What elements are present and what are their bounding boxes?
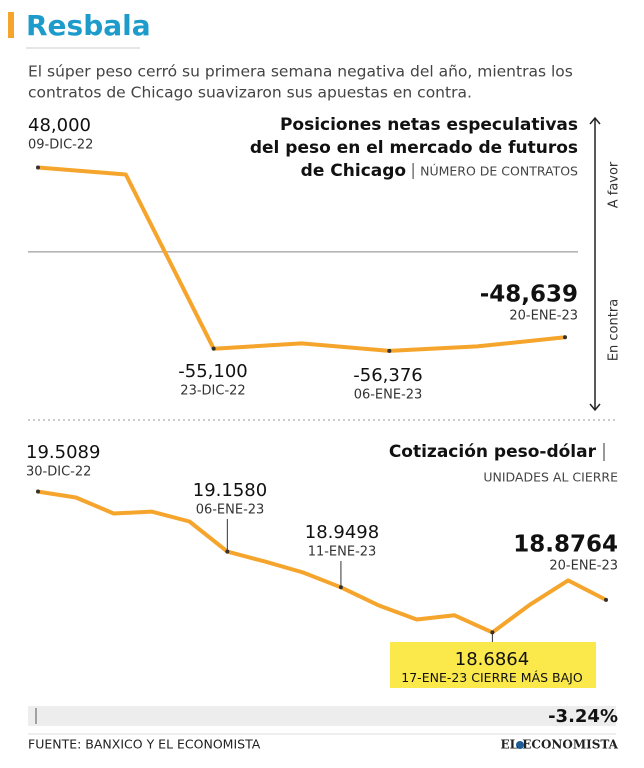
data-point: [338, 585, 343, 590]
date-label: 06-ENE-23: [196, 503, 265, 518]
chart-unit: NÚMERO DE CONTRATOS: [420, 164, 578, 179]
chart-title: Posiciones netas especulativas: [280, 115, 578, 135]
value-label: 18.9498: [305, 522, 379, 543]
value-label: 18.6864: [455, 649, 529, 670]
value-label: -55,100: [178, 361, 247, 382]
chart-title: de Chicago: [301, 161, 406, 181]
value-label: 48,000: [28, 115, 91, 136]
change-bar: [28, 706, 616, 726]
date-label: 06-ENE-23: [354, 388, 423, 403]
source: FUENTE: BANXICO Y EL ECONOMISTA: [28, 737, 261, 752]
date-label: 30-DIC-22: [26, 465, 91, 480]
value-label: -56,376: [353, 365, 422, 386]
value-label: 19.1580: [193, 480, 267, 501]
data-line: [36, 489, 608, 635]
title-accent: [8, 12, 14, 38]
subtitle: El súper peso cerró su primera semana ne…: [28, 63, 573, 81]
chart-title: del peso en el mercado de futuros: [250, 138, 578, 158]
value-label: 19.5089: [26, 442, 100, 463]
axis-arrow: [589, 116, 601, 412]
date-label: 20-ENE-23: [509, 309, 578, 324]
date-label: 17-ENE-23: [401, 670, 467, 685]
date-label: 20-ENE-23: [549, 559, 618, 574]
data-point: [36, 165, 40, 170]
date-label: 23-DIC-22: [180, 384, 245, 399]
axis-label: A favor: [607, 161, 622, 208]
data-point: [36, 489, 40, 494]
date-label: 09-DIC-22: [28, 138, 93, 153]
value-label: -48,639: [480, 282, 578, 308]
chart-unit: UNIDADES AL CIERRE: [483, 470, 618, 485]
change-label: -3.24%: [548, 706, 618, 727]
highlight-box: [390, 642, 596, 688]
value-label: 18.8764: [513, 532, 618, 558]
title: Resbala: [26, 9, 151, 42]
axis-label: En contra: [607, 299, 622, 361]
annotation: 17-ENE-23 CIERRE MÁS BAJO: [401, 670, 583, 685]
date-label: 11-ENE-23: [308, 545, 377, 560]
data-point: [604, 597, 608, 602]
logo: EL ECONOMISTA: [501, 738, 619, 752]
subtitle: contratos de Chicago suavizaron sus apue…: [28, 84, 472, 102]
chart-title: Cotización peso-dólar: [389, 442, 597, 462]
annotation-text: CIERRE MÁS BAJO: [471, 670, 583, 685]
data-point: [490, 630, 495, 635]
logo-icon: [516, 741, 524, 749]
data-point: [225, 549, 230, 554]
data-point: [211, 346, 216, 351]
data-point: [387, 348, 392, 353]
data-point: [563, 335, 567, 340]
data-line: [36, 165, 567, 353]
